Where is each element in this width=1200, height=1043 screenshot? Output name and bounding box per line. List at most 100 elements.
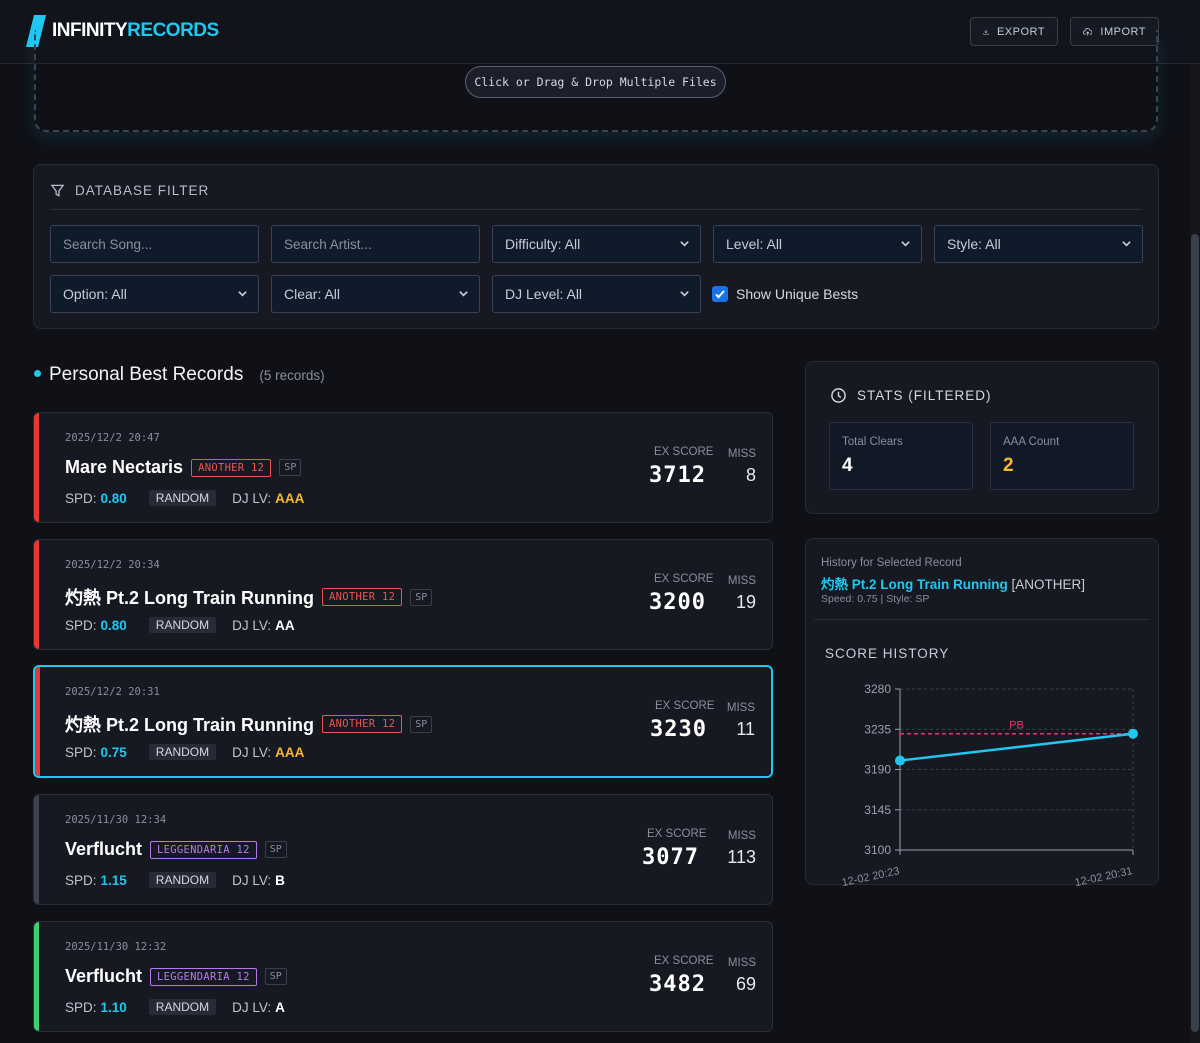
song-title: 灼熱 Pt.2 Long Train Running: [65, 715, 314, 735]
option-badge: RANDOM: [148, 490, 217, 506]
divider: [50, 209, 1142, 210]
miss-label: MISS: [727, 957, 756, 969]
file-dropzone[interactable]: [34, 30, 1158, 132]
record-title-row: 灼熱 Pt.2 Long Train Running ANOTHER 12 SP: [65, 711, 433, 737]
history-heading: History for Selected Record: [821, 557, 962, 569]
clear-select-value: Clear: All: [284, 286, 341, 302]
unique-bests-label: Show Unique Bests: [736, 286, 859, 302]
dj-level-select-value: DJ Level: All: [505, 286, 583, 302]
upload-files-button[interactable]: Click or Drag & Drop Multiple Files: [465, 66, 726, 98]
record-title-row: 灼熱 Pt.2 Long Train Running ANOTHER 12 SP: [65, 584, 433, 610]
record-card[interactable]: 2025/12/2 20:47 Mare Nectaris ANOTHER 12 SP…: [33, 412, 773, 523]
ex-score-value: 3712: [649, 463, 706, 488]
dj-level: DJ LV: AA: [232, 617, 295, 633]
import-button[interactable]: IMPORT: [1070, 17, 1159, 46]
record-card[interactable]: 2025/11/30 12:34 Verflucht LEGGENDARIA 12 S…: [33, 794, 773, 905]
record-date: 2025/11/30 12:32: [65, 941, 167, 953]
y-tick-label: 3190: [864, 763, 891, 777]
data-point: [895, 755, 905, 766]
spd-label: SPD:: [65, 617, 97, 633]
miss-value: 19: [735, 592, 756, 612]
record-card[interactable]: 2025/12/2 20:31 灼熱 Pt.2 Long Train Runnin…: [33, 665, 773, 778]
difficulty-badge: LEGGENDARIA 12: [150, 840, 257, 859]
export-label: EXPORT: [996, 25, 1045, 38]
record-title-row: Mare Nectaris ANOTHER 12 SP: [65, 457, 302, 478]
pb-label: PB: [1009, 720, 1024, 732]
dj-level: DJ LV: AAA: [232, 490, 305, 506]
spd-label: SPD:: [65, 872, 97, 888]
dj-level-value: AAA: [275, 744, 305, 760]
unique-bests-toggle[interactable]: Show Unique Bests: [712, 286, 858, 302]
miss-value: 69: [735, 974, 756, 994]
dj-level-value: AA: [275, 617, 295, 633]
search-song-input[interactable]: Search Song...: [50, 225, 259, 263]
x-tick-label: 12-02 20:23: [841, 865, 901, 886]
ex-score-value: 3077: [642, 845, 699, 870]
records-title: Personal Best Records: [34, 364, 243, 386]
clear-lamp-bar: [35, 667, 40, 776]
style-select[interactable]: Style: All: [934, 225, 1143, 263]
history-song-title[interactable]: 灼熱 Pt.2 Long Train Running: [821, 577, 1008, 592]
dj-level: DJ LV: AAA: [232, 744, 305, 760]
dj-level-select[interactable]: DJ Level: All: [492, 275, 701, 313]
export-button[interactable]: EXPORT: [970, 17, 1058, 46]
dj-level-value: B: [275, 872, 285, 888]
difficulty-select[interactable]: Difficulty: All: [492, 225, 701, 263]
miss-label: MISS: [727, 575, 756, 587]
option-select[interactable]: Option: All: [50, 275, 259, 313]
page-scrollbar[interactable]: [1190, 64, 1200, 1043]
score-line: [899, 732, 1134, 762]
record-title-row: Verflucht LEGGENDARIA 12 SP: [65, 839, 287, 860]
total-clears-label: Total Clears: [842, 436, 903, 448]
record-meta-row: SPD: 0.80 RANDOM DJ LV: AAA: [65, 490, 304, 506]
spd-label: SPD:: [65, 744, 97, 760]
ex-score-value: 3482: [649, 972, 706, 997]
clear-select[interactable]: Clear: All: [271, 275, 480, 313]
record-meta-row: SPD: 0.80 RANDOM DJ LV: AA: [65, 617, 295, 633]
spd-label: SPD:: [65, 490, 97, 506]
ex-score-value: 3200: [649, 590, 706, 615]
aaa-count-box: AAA Count 2: [990, 422, 1134, 490]
chevron-down-icon: [1122, 241, 1131, 247]
record-card[interactable]: 2025/11/30 12:32 Verflucht LEGGENDARIA 12 S…: [33, 921, 773, 1032]
stats-panel: STATS (FILTERED) Total Clears 4 AAA Coun…: [805, 361, 1159, 514]
style-badge: SP: [264, 841, 287, 858]
chevron-down-icon: [459, 291, 468, 297]
difficulty-select-value: Difficulty: All: [505, 236, 581, 252]
style-badge: SP: [410, 588, 433, 606]
option-badge: RANDOM: [148, 872, 217, 888]
spd-value: 0.80: [100, 490, 127, 506]
song-title: Mare Nectaris: [65, 457, 184, 477]
spd-label: SPD:: [65, 999, 97, 1015]
record-date: 2025/12/2 20:34: [65, 559, 160, 571]
search-artist-input[interactable]: Search Artist...: [271, 225, 480, 263]
scrollbar-thumb[interactable]: [1191, 234, 1199, 1032]
record-meta-row: SPD: 0.75 RANDOM DJ LV: AAA: [65, 744, 304, 760]
difficulty-badge: ANOTHER 12: [191, 458, 272, 477]
chevron-down-icon: [680, 291, 689, 297]
song-title: Verflucht: [65, 839, 143, 859]
checkbox-checked-icon[interactable]: [712, 286, 728, 302]
clear-lamp-bar: [34, 540, 39, 649]
history-difficulty: [ANOTHER]: [1011, 577, 1086, 592]
spd-value: 0.80: [100, 617, 127, 633]
y-tick-label: 3145: [864, 803, 891, 817]
import-label: IMPORT: [1100, 25, 1146, 38]
ex-score-label: EX SCORE: [654, 573, 714, 585]
total-clears-box: Total Clears 4: [829, 422, 973, 490]
record-meta-row: SPD: 1.15 RANDOM DJ LV: B: [65, 872, 285, 888]
aaa-count-label: AAA Count: [1003, 436, 1060, 448]
level-select[interactable]: Level: All: [713, 225, 922, 263]
song-title: Verflucht: [65, 966, 143, 986]
miss-label: MISS: [726, 702, 755, 714]
record-card[interactable]: 2025/12/2 20:34 灼熱 Pt.2 Long Train Runnin…: [33, 539, 773, 650]
top-bar: INFINITYRECORDS EXPORT IMPORT: [0, 0, 1200, 64]
spd-value: 1.10: [100, 999, 127, 1015]
database-filter-panel: DATABASE FILTER Search Song... Search Ar…: [33, 164, 1159, 329]
data-point: [1128, 728, 1138, 739]
style-select-value: Style: All: [947, 236, 1001, 252]
app-logo[interactable]: INFINITYRECORDS: [26, 15, 219, 47]
history-song-line: 灼熱 Pt.2 Long Train Running [ANOTHER]: [821, 573, 1085, 593]
cloud-upload-icon: [1083, 27, 1093, 36]
dj-level: DJ LV: B: [232, 872, 285, 888]
